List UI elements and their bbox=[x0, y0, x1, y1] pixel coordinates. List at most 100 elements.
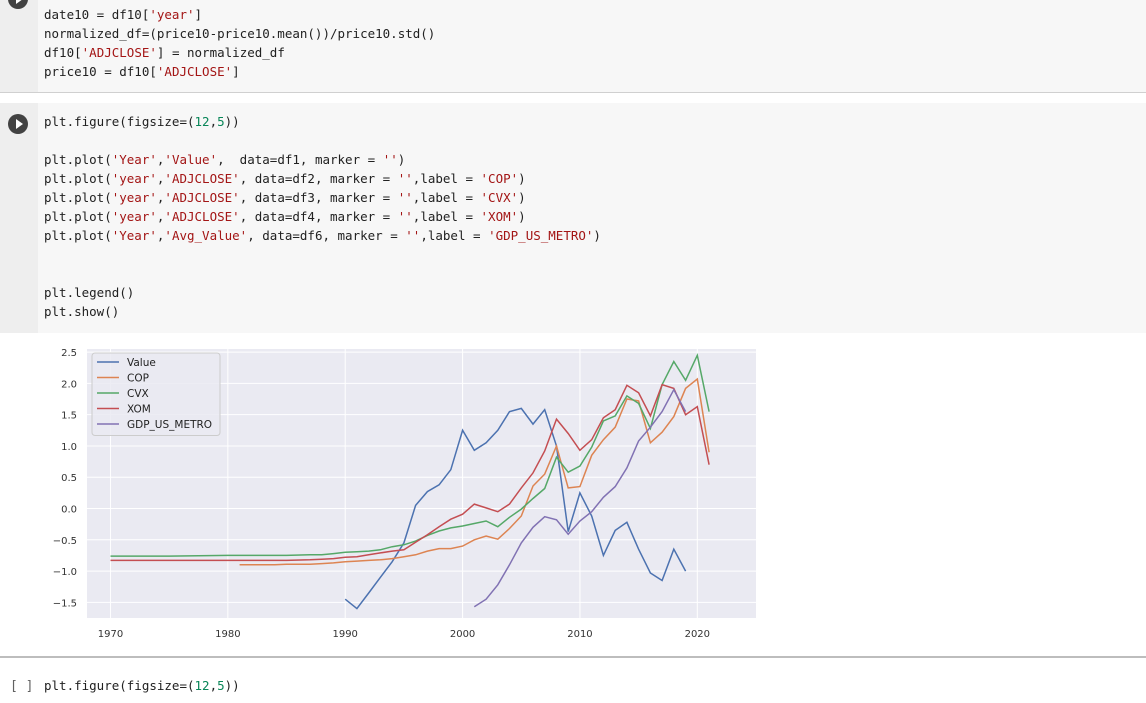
code-line: plt.plot('year','ADJCLOSE', data=df4, ma… bbox=[44, 208, 526, 226]
string-token: '' bbox=[382, 152, 398, 167]
code-token: , data=df4, marker = bbox=[239, 209, 398, 224]
string-token: 'ADJCLOSE' bbox=[81, 45, 157, 60]
code-cell-next: [ ] plt.figure(figsize=(12,5)) bbox=[0, 672, 1146, 703]
code-token: ,label = bbox=[412, 209, 481, 224]
y-tick-label: 0.5 bbox=[61, 473, 77, 484]
string-token: 'year' bbox=[111, 190, 157, 205]
string-token: '' bbox=[397, 190, 413, 205]
code-token: , bbox=[209, 678, 218, 693]
series-line-cop bbox=[239, 377, 710, 566]
string-token: 'ADJCLOSE' bbox=[164, 209, 240, 224]
code-token: , bbox=[156, 228, 165, 243]
code-token: , bbox=[209, 114, 218, 129]
code-token: ) bbox=[397, 152, 406, 167]
y-tick-label: 1.5 bbox=[61, 411, 77, 422]
cell-run-prompt[interactable]: [ ] bbox=[10, 679, 34, 694]
code-token: plt.figure(figsize=( bbox=[44, 678, 195, 693]
string-token: 'year' bbox=[111, 209, 157, 224]
y-tick-label: 2.5 bbox=[61, 348, 77, 359]
y-tick-label: −0.5 bbox=[53, 536, 77, 547]
run-cell-button[interactable] bbox=[8, 0, 28, 9]
code-token: ] bbox=[232, 64, 240, 79]
number-token: 5 bbox=[217, 678, 225, 693]
string-token: 'COP' bbox=[480, 171, 519, 186]
number-token: 5 bbox=[217, 114, 225, 129]
code-token: plt.legend() bbox=[44, 285, 135, 300]
code-token: df10[ bbox=[44, 45, 82, 60]
legend-label: Value bbox=[127, 357, 156, 369]
code-editor[interactable] bbox=[38, 672, 1146, 703]
code-line: plt.plot('Year','Avg_Value', data=df6, m… bbox=[44, 227, 601, 245]
cell-output: 1970 1980 1990 2000 2010 2020 2.5 2.0 1.5 1.0 0.5 0… bbox=[0, 333, 1146, 656]
string-token: 'ADJCLOSE' bbox=[164, 171, 240, 186]
code-line: df10['ADJCLOSE'] = normalized_df bbox=[44, 44, 285, 62]
code-line: plt.legend() bbox=[44, 284, 134, 302]
legend-box bbox=[91, 352, 221, 436]
code-token: , bbox=[156, 152, 165, 167]
code-token: , bbox=[156, 209, 165, 224]
series-line-gdp-us-metro bbox=[473, 388, 687, 608]
code-token: ) bbox=[518, 190, 526, 205]
code-token: , data=df2, marker = bbox=[239, 171, 398, 186]
line-chart: 1970 1980 1990 2000 2010 2020 2.5 2.0 1.5 1.0 0.5 0… bbox=[53, 348, 756, 640]
code-token: plt.plot( bbox=[44, 190, 112, 205]
code-token: , data=df1, marker = bbox=[217, 152, 383, 167]
code-token: ) bbox=[518, 209, 526, 224]
code-line: price10 = df10['ADJCLOSE'] bbox=[44, 63, 240, 81]
code-token: plt.plot( bbox=[44, 152, 112, 167]
x-tick-label: 2010 bbox=[567, 629, 592, 640]
code-token: date10 = df10[ bbox=[44, 7, 150, 22]
code-token: plt.plot( bbox=[44, 228, 112, 243]
string-token: '' bbox=[405, 228, 421, 243]
string-token: 'ADJCLOSE' bbox=[164, 190, 240, 205]
string-token: 'year' bbox=[149, 7, 195, 22]
code-token: )) bbox=[224, 114, 240, 129]
code-line: plt.plot('Year','Value', data=df1, marke… bbox=[44, 151, 405, 169]
string-token: 'year' bbox=[111, 171, 157, 186]
string-token: 'CVX' bbox=[480, 190, 519, 205]
y-tick-label: 0.0 bbox=[61, 505, 77, 516]
code-token: , bbox=[156, 190, 165, 205]
cell-divider bbox=[0, 656, 1146, 658]
x-tick-label: 1990 bbox=[332, 629, 357, 640]
code-token: plt.figure(figsize=( bbox=[44, 114, 195, 129]
play-icon bbox=[16, 119, 23, 129]
code-line: plt.plot('year','ADJCLOSE', data=df3, ma… bbox=[44, 189, 526, 207]
number-token: 12 bbox=[194, 114, 210, 129]
run-cell-button[interactable] bbox=[8, 114, 28, 134]
code-line: plt.figure(figsize=(12,5)) bbox=[44, 677, 240, 695]
code-token: plt.plot( bbox=[44, 209, 112, 224]
string-token: '' bbox=[397, 209, 413, 224]
cell-gutter bbox=[0, 0, 38, 92]
code-token: price10 = df10[ bbox=[44, 64, 157, 79]
code-editor[interactable] bbox=[38, 0, 1146, 92]
code-token: normalized_df=(price10-price10.mean())/p… bbox=[44, 26, 436, 41]
string-token: 'Avg_Value' bbox=[164, 228, 248, 243]
string-token: 'Year' bbox=[111, 228, 157, 243]
code-token: plt.plot( bbox=[44, 171, 112, 186]
code-token: ] = normalized_df bbox=[156, 45, 285, 60]
code-token: ,label = bbox=[420, 228, 489, 243]
code-cell-plot: plt.figure(figsize=(12,5)) plt.plot('Year… bbox=[0, 103, 1146, 333]
x-tick-label: 1970 bbox=[98, 629, 123, 640]
code-token: plt.show() bbox=[44, 304, 120, 319]
code-token: , data=df3, marker = bbox=[239, 190, 398, 205]
y-tick-label: 1.0 bbox=[61, 442, 77, 453]
code-token: ) bbox=[593, 228, 601, 243]
code-editor[interactable] bbox=[38, 103, 1146, 333]
code-line: normalized_df=(price10-price10.mean())/p… bbox=[44, 25, 435, 43]
legend-label: GDP_US_METRO bbox=[127, 419, 212, 431]
y-tick-label: 2.0 bbox=[61, 379, 77, 390]
code-token: ,label = bbox=[412, 171, 481, 186]
string-token: 'Value' bbox=[164, 152, 218, 167]
cell-divider bbox=[0, 92, 1146, 93]
string-token: 'Year' bbox=[111, 152, 157, 167]
series-line-value bbox=[344, 407, 687, 610]
code-token: ] bbox=[194, 7, 203, 22]
string-token: 'XOM' bbox=[480, 209, 519, 224]
number-token: 12 bbox=[194, 678, 210, 693]
legend-label: COP bbox=[127, 373, 149, 385]
code-token: , data=df6, marker = bbox=[247, 228, 406, 243]
legend-label: CVX bbox=[127, 388, 149, 400]
code-token: ) bbox=[518, 171, 526, 186]
